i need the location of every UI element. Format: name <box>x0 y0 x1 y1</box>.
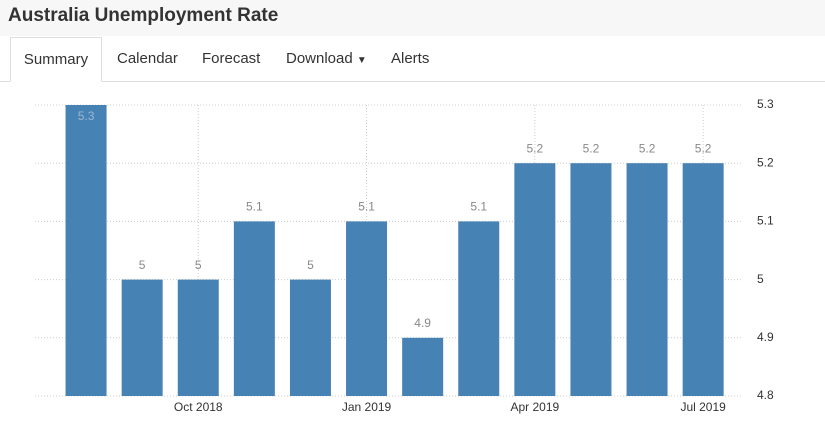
tab-calendar[interactable]: Calendar <box>117 50 178 67</box>
value-label: 5.3 <box>78 109 95 123</box>
value-label: 5.2 <box>527 141 544 155</box>
y-tick-label: 5.3 <box>757 97 774 111</box>
bar <box>570 163 612 396</box>
header: Australia Unemployment Rate <box>0 0 825 36</box>
bar <box>65 105 107 396</box>
bar <box>514 163 556 396</box>
bar <box>626 163 668 396</box>
tab-download-label[interactable]: Download <box>286 50 353 67</box>
value-label: 5 <box>195 258 202 272</box>
value-label: 5.2 <box>639 141 656 155</box>
value-label: 5.2 <box>695 141 712 155</box>
tab-download[interactable]: Download ▼ <box>272 37 381 81</box>
bar <box>233 221 275 396</box>
y-tick-label: 5.1 <box>757 214 774 228</box>
bar <box>402 337 444 396</box>
tab-bar: Summary Calendar Forecast Download ▼ Ale… <box>0 37 825 82</box>
x-tick-label: Jul 2019 <box>680 400 726 414</box>
value-label: 5.2 <box>583 141 600 155</box>
value-label: 5 <box>139 258 146 272</box>
value-label: 4.9 <box>414 316 431 330</box>
x-tick-label: Oct 2018 <box>174 400 223 414</box>
bar <box>289 279 331 396</box>
value-label: 5.1 <box>246 200 263 214</box>
y-tick-label: 4.9 <box>757 330 774 344</box>
caret: ▼ <box>356 55 367 66</box>
x-tick-label: Apr 2019 <box>510 400 559 414</box>
y-tick-label: 4.8 <box>757 388 774 402</box>
bar <box>346 221 388 396</box>
bar <box>458 221 500 396</box>
tab-summary[interactable]: Summary <box>10 37 102 82</box>
bar <box>177 279 219 396</box>
x-tick-label: Jan 2019 <box>342 400 392 414</box>
tab-forecast[interactable]: Forecast <box>202 50 261 67</box>
bar <box>682 163 724 396</box>
value-label: 5.1 <box>358 200 375 214</box>
tab-alerts[interactable]: Alerts <box>391 50 430 67</box>
y-tick-label: 5.2 <box>757 155 774 169</box>
y-tick-label: 5 <box>757 272 764 286</box>
value-label: 5.1 <box>470 200 487 214</box>
value-label: 5 <box>307 258 314 272</box>
page-title: Australia Unemployment Rate <box>8 5 279 26</box>
bar <box>121 279 163 396</box>
